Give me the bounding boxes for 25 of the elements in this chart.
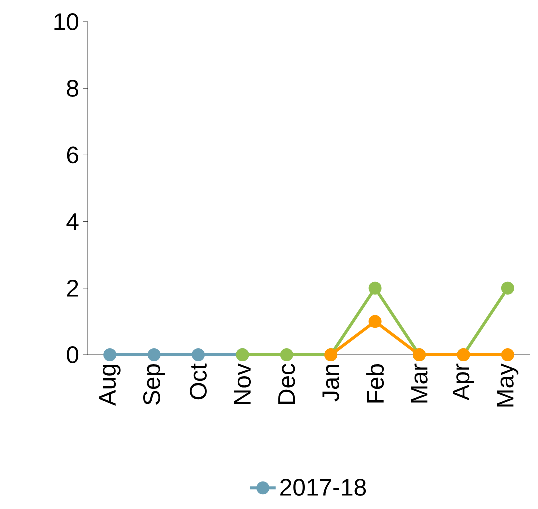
x-tick-label: Dec [278, 364, 296, 404]
y-tick-label: 10 [54, 14, 79, 30]
y-tick-label: 8 [67, 80, 78, 98]
x-tick-label: Jan [322, 365, 340, 402]
point [368, 315, 382, 328]
x-tick-label: May [497, 364, 519, 407]
x-tick-label: Oct [190, 364, 207, 400]
x-tick-label: Sep [143, 364, 166, 405]
y-tick-label: 6 [67, 146, 78, 164]
point [501, 348, 514, 362]
point [280, 348, 294, 362]
legend-label: 2017-18 [280, 479, 366, 496]
x-tick-label: Apr [453, 364, 474, 401]
y-tick-label: 0 [67, 346, 79, 364]
point [368, 282, 382, 295]
x-tick-label: Nov [234, 364, 252, 404]
x-tick-label: Mar [411, 364, 428, 403]
y-tick-label: 4 [66, 214, 79, 230]
y-tick-label: 2 [67, 280, 78, 297]
point [104, 348, 117, 362]
point [148, 348, 161, 362]
x-tick-label: Feb [366, 364, 384, 403]
x-tick-label: Aug [99, 365, 121, 406]
point [192, 348, 205, 362]
point [501, 282, 514, 295]
